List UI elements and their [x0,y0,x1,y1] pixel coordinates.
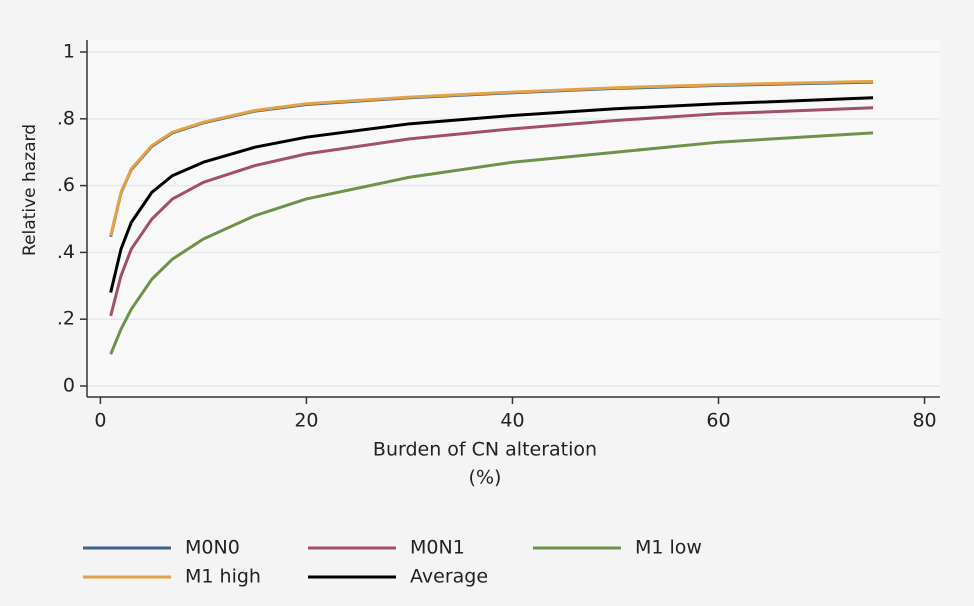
x-tick-label: 60 [706,410,730,432]
x-tick-label: 80 [912,410,936,432]
x-tick-label: 0 [94,410,106,432]
series-line [109,96,874,293]
legend-label: M0N1 [410,537,465,559]
legend-label: M1 high [185,566,261,588]
x-tick-label: 40 [500,410,524,432]
y-axis-label: Relative hazard [20,124,40,256]
y-tick-label: 0 [63,374,75,396]
x-axis-label: (%) [469,467,502,489]
y-tick-label: .2 [57,308,75,330]
y-tick-label: .4 [57,241,75,263]
y-tick-label: 1 [63,41,75,63]
series-line [109,79,874,237]
x-tick-label: 20 [294,410,318,432]
series-line [109,131,874,355]
y-tick-label: .8 [57,107,75,129]
legend-label: M0N0 [185,537,240,559]
x-axis-label: Burden of CN alteration [373,439,597,461]
legend-label: M1 low [635,537,702,559]
y-tick-label: .6 [57,174,75,196]
series-line [109,106,874,317]
legend-label: Average [410,566,488,588]
